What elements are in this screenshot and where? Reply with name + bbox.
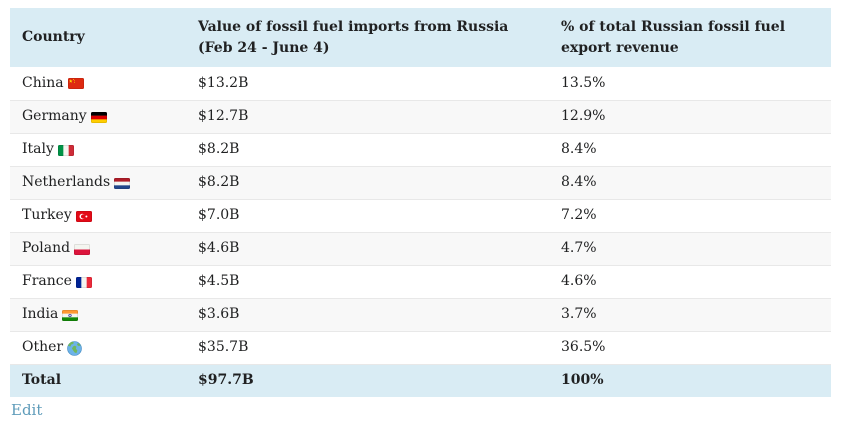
- import-value-cell: $35.7B: [198, 339, 249, 355]
- header-row: Country Value of fossil fuel imports fro…: [10, 8, 831, 67]
- fossil-fuel-imports-table: Country Value of fossil fuel imports fro…: [10, 8, 831, 397]
- italy-flag-icon: [57, 144, 74, 156]
- table-row: Germany $12.7B 12.9%: [10, 100, 831, 133]
- globe-icon: [67, 340, 82, 356]
- column-header-country: Country: [10, 8, 186, 67]
- export-share-cell: 4.6%: [561, 273, 597, 289]
- country-cell: Germany: [10, 100, 186, 133]
- export-share-cell: 7.2%: [561, 207, 597, 223]
- column-header-export-share: % of total Russian fossil fuel export re…: [549, 8, 831, 67]
- total-import-value: $97.7B: [198, 372, 254, 389]
- country-name: Germany: [22, 108, 87, 124]
- country-name: Poland: [22, 240, 71, 256]
- table-header: Country Value of fossil fuel imports fro…: [10, 8, 831, 67]
- export-share-cell: 36.5%: [561, 339, 606, 355]
- country-cell: China: [10, 67, 186, 100]
- country-name: France: [22, 273, 72, 289]
- total-label: Total: [22, 372, 62, 389]
- import-value-cell: $8.2B: [198, 174, 240, 190]
- country-name: India: [22, 306, 59, 322]
- country-cell: Italy: [10, 133, 186, 166]
- column-header-import-value: Value of fossil fuel imports from Russia…: [186, 8, 549, 67]
- country-name: Turkey: [22, 207, 72, 223]
- import-value-cell: $4.6B: [198, 240, 240, 256]
- table-row: Netherlands $8.2B 8.4%: [10, 166, 831, 199]
- table-body: China $13.2B 13.5% Germany $12.7B 12.9% …: [10, 67, 831, 364]
- export-share-cell: 3.7%: [561, 306, 597, 322]
- table-row: Other $35.7B 36.5%: [10, 331, 831, 364]
- table-row: Italy $8.2B 8.4%: [10, 133, 831, 166]
- table-total-section: Total $97.7B 100%: [10, 364, 831, 397]
- wiki-table-page: Country Value of fossil fuel imports fro…: [10, 8, 831, 419]
- country-name: Italy: [22, 141, 54, 157]
- table-row: India $3.6B 3.7%: [10, 298, 831, 331]
- country-name: Netherlands: [22, 174, 111, 190]
- export-share-cell: 8.4%: [561, 174, 597, 190]
- country-cell: Poland: [10, 232, 186, 265]
- country-name: Other: [22, 339, 64, 355]
- export-share-cell: 12.9%: [561, 108, 606, 124]
- country-cell: Netherlands: [10, 166, 186, 199]
- export-share-cell: 4.7%: [561, 240, 597, 256]
- import-value-cell: $8.2B: [198, 141, 240, 157]
- poland-flag-icon: [74, 243, 91, 255]
- total-row: Total $97.7B 100%: [10, 364, 831, 397]
- netherlands-flag-icon: [114, 177, 131, 189]
- total-export-share: 100%: [561, 372, 604, 389]
- import-value-cell: $4.5B: [198, 273, 240, 289]
- import-value-cell: $3.6B: [198, 306, 240, 322]
- france-flag-icon: [75, 276, 92, 288]
- import-value-cell: $7.0B: [198, 207, 240, 223]
- export-share-cell: 8.4%: [561, 141, 597, 157]
- turkey-flag-icon: [75, 210, 92, 222]
- table-row: China $13.2B 13.5%: [10, 67, 831, 100]
- germany-flag-icon: [90, 111, 107, 123]
- import-value-cell: $13.2B: [198, 74, 249, 91]
- country-cell: India: [10, 298, 186, 331]
- china-flag-icon: [67, 78, 84, 90]
- import-value-cell: $12.7B: [198, 108, 249, 124]
- export-share-cell: 13.5%: [561, 74, 606, 91]
- country-cell: Other: [10, 331, 186, 364]
- country-name: China: [22, 74, 64, 91]
- india-flag-icon: [62, 309, 79, 321]
- table-row: Poland $4.6B 4.7%: [10, 232, 831, 265]
- country-cell: Turkey: [10, 199, 186, 232]
- table-row: Turkey $7.0B 7.2%: [10, 199, 831, 232]
- edit-link[interactable]: Edit: [11, 401, 43, 419]
- country-cell: France: [10, 265, 186, 298]
- table-row: France $4.5B 4.6%: [10, 265, 831, 298]
